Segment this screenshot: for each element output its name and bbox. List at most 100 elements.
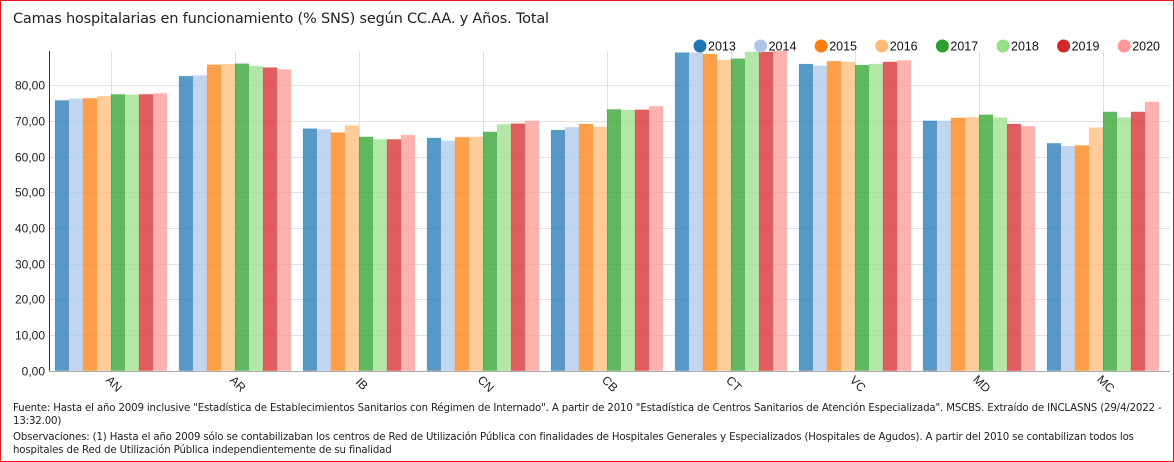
legend-item-2019[interactable]: 2019 [1057,39,1100,54]
bar-VC-2013 [798,63,814,372]
legend-item-2018[interactable]: 2018 [996,39,1039,54]
x-tick-label: CT [723,373,745,395]
x-tick-label: MC [1094,372,1117,395]
bar-AN-2013 [54,99,70,372]
bar-MD-2016 [964,116,980,372]
legend-label: 2015 [829,40,857,54]
bar-IB-2017 [358,136,374,372]
legend-label: 2018 [1011,40,1039,54]
bar-AN-2020 [152,92,168,372]
bar-VC-2015 [826,60,842,372]
bar-CN-2017 [482,131,498,372]
bar-VC-2016 [840,61,856,372]
legend-swatch-icon [1117,39,1131,53]
bar-AR-2019 [262,67,278,372]
bar-MC-2014 [1060,145,1076,372]
bar-AR-2020 [276,68,292,372]
bar-MC-2013 [1046,142,1062,372]
bar-CB-2013 [550,129,566,372]
bar-CT-2019 [758,51,774,372]
legend-item-2013[interactable]: 2013 [693,39,736,54]
bar-CB-2016 [592,126,608,372]
bar-MD-2019 [1006,123,1022,372]
bar-AN-2015 [82,97,98,372]
bar-CN-2020 [524,120,540,372]
legend-item-2014[interactable]: 2014 [754,39,797,54]
y-tick-label: 50,00 [15,186,45,200]
y-tick-label: 40,00 [15,222,45,236]
y-tick-label: 0,00 [22,365,46,379]
bar-chart: 0,00 10,00 20,00 30,00 40,00 50,00 60,00 70,00 8… [15,39,1170,396]
bar-CB-2014 [564,126,580,372]
bar-IB-2015 [330,132,346,372]
y-tick-label: 60,00 [15,151,45,165]
legend-swatch-icon [875,39,889,53]
chart-title: Camas hospitalarias en funcionamiento (%… [13,11,549,27]
bar-AN-2017 [110,93,126,372]
legend-item-2016[interactable]: 2016 [875,39,918,54]
bar-MC-2016 [1088,127,1104,372]
bar-CT-2013 [674,52,690,372]
observations-note: Observaciones: (1) Hasta el año 2009 sól… [13,432,1134,456]
legend-label: 2019 [1072,40,1100,54]
bar-CN-2018 [496,123,512,372]
bar-VC-2014 [812,65,828,372]
bar-MD-2014 [936,120,952,372]
bar-MC-2019 [1130,111,1146,372]
x-tick-label: AR [227,373,249,395]
bar-MC-2015 [1074,144,1090,372]
bar-CT-2015 [702,53,718,372]
y-tick-label: 10,00 [15,329,45,343]
bar-CT-2016 [716,59,732,372]
bar-CT-2018 [744,51,760,372]
bar-AN-2016 [96,95,112,372]
y-tick-label: 20,00 [15,293,45,307]
bar-AR-2017 [234,63,250,372]
legend-label: 2013 [708,40,736,54]
bar-MD-2015 [950,117,966,372]
bar-CN-2013 [426,137,442,372]
legend-label: 2014 [769,40,797,54]
bar-AR-2016 [220,63,236,372]
bar-IB-2013 [302,128,318,372]
bar-CB-2015 [578,123,594,372]
x-tick-label: VC [847,373,869,395]
bar-MD-2018 [992,117,1008,372]
bar-CT-2014 [688,52,704,372]
legend-item-2017[interactable]: 2017 [935,39,978,54]
legend-item-2020[interactable]: 2020 [1117,39,1160,54]
bar-AN-2019 [138,93,154,372]
bar-IB-2019 [386,138,402,372]
y-tick-label: 30,00 [15,258,45,272]
bar-CB-2019 [634,109,650,372]
legend-label: 2016 [890,40,918,54]
bar-VC-2018 [868,63,884,372]
bar-VC-2019 [882,61,898,372]
bar-MC-2020 [1144,101,1160,372]
legend-swatch-icon [814,39,828,53]
legend-swatch-icon [1057,39,1071,53]
y-tick-label: 80,00 [15,79,45,93]
bar-AR-2015 [206,64,222,372]
x-tick-label: AN [103,373,125,395]
bar-VC-2017 [854,64,870,372]
bar-AN-2014 [68,98,84,372]
bar-AR-2013 [178,75,194,372]
bar-MC-2018 [1116,117,1132,372]
legend-swatch-icon [996,39,1010,53]
bar-AR-2014 [192,74,208,372]
x-tick-label: IB [353,375,371,393]
x-tick-label: CB [599,373,621,395]
bar-MD-2017 [978,114,994,372]
legend: 2013 2014 2015 2016 2017 2018 2019 2020 [693,39,1160,54]
bar-VC-2020 [896,59,912,372]
bar-CT-2020 [772,50,788,372]
legend-item-2015[interactable]: 2015 [814,39,857,54]
legend-swatch-icon [935,39,949,53]
bars [54,50,1160,372]
bar-CT-2017 [730,58,746,372]
bar-CN-2019 [510,123,526,372]
legend-swatch-icon [693,39,707,53]
legend-label: 2020 [1132,40,1160,54]
legend-label: 2017 [950,40,978,54]
